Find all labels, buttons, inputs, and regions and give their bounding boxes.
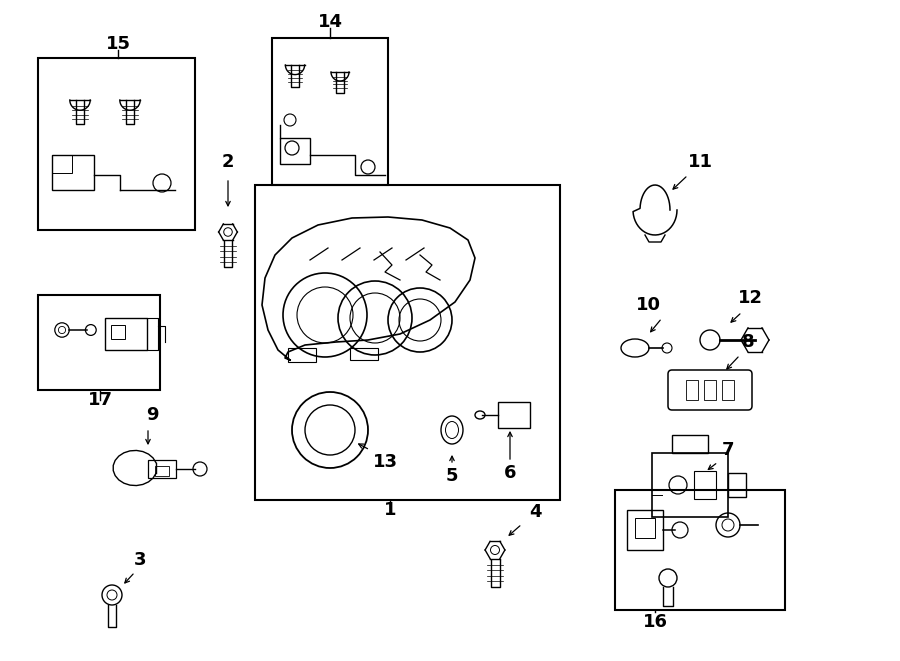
Bar [272,38,388,185]
Text: 16: 16 [643,613,668,631]
Text: 6: 6 [504,464,517,482]
Text: 4: 4 [529,503,541,521]
Bar [498,402,530,428]
Bar [280,138,310,164]
Bar [111,325,125,339]
Bar [52,155,94,190]
Text: 3: 3 [134,551,146,569]
Bar [728,473,746,497]
Bar [686,380,698,400]
Bar [652,453,728,517]
Bar [255,185,560,500]
Text: 8: 8 [742,333,754,351]
Bar [288,348,316,362]
Text: 17: 17 [87,391,112,409]
Bar [105,318,147,350]
Bar [155,466,169,476]
Text: 15: 15 [105,35,130,53]
Bar [672,435,708,453]
Bar [52,155,72,173]
Bar [627,510,663,550]
Text: 14: 14 [318,13,343,31]
Bar [350,348,378,360]
Text: 10: 10 [635,296,661,314]
Bar [148,460,176,478]
Bar [694,471,716,499]
Text: 11: 11 [688,153,713,171]
Bar [704,380,716,400]
Text: 5: 5 [446,467,458,485]
Text: 1: 1 [383,501,396,519]
Text: 13: 13 [373,453,398,471]
Bar [722,380,734,400]
Text: 2: 2 [221,153,234,171]
Text: 9: 9 [146,406,158,424]
Text: 12: 12 [737,289,762,307]
Bar [38,295,160,390]
Bar [38,58,195,230]
Bar [635,518,655,538]
Bar [615,490,785,610]
Text: 7: 7 [722,441,734,459]
